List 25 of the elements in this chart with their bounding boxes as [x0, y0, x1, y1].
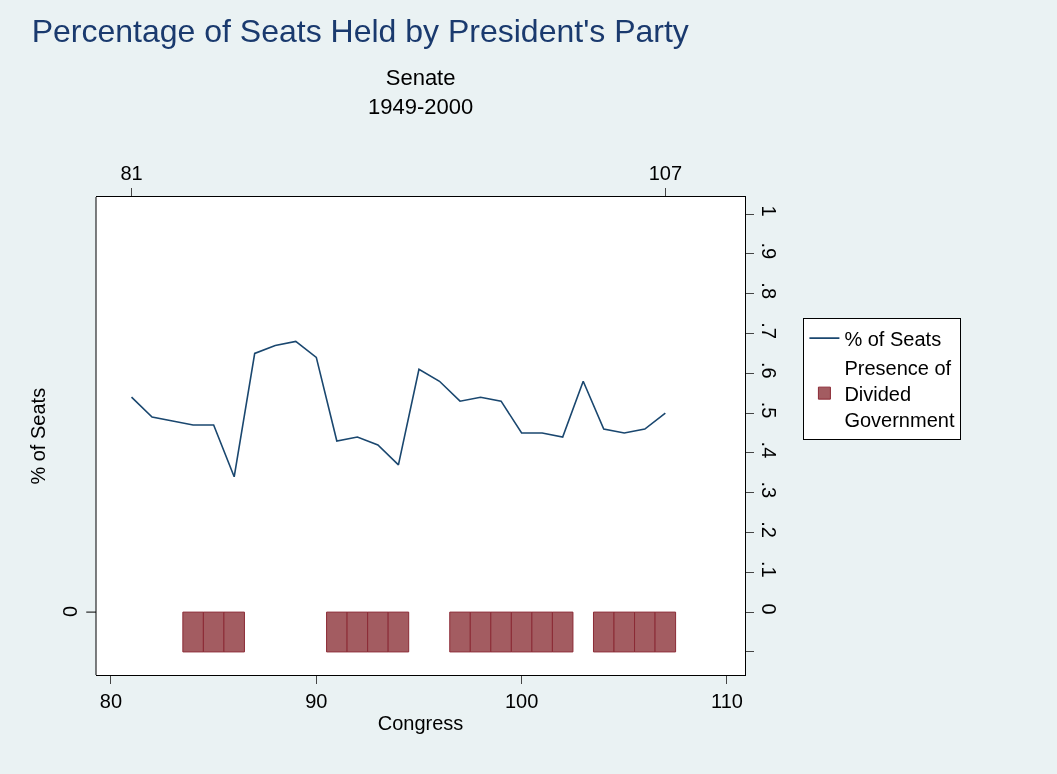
- legend-label: % of Seats: [844, 327, 942, 350]
- y-axis-title: % of Seats: [26, 387, 49, 485]
- x-tick-label: 80: [99, 690, 123, 712]
- y-tick-label: .9: [758, 242, 780, 260]
- y-tick-label: .6: [758, 361, 780, 379]
- chart-subtitle: Senate 1949-2000: [368, 65, 474, 119]
- y-tick-label: .7: [758, 322, 780, 339]
- y-tick-label: .5: [758, 401, 780, 419]
- line-series: [130, 340, 667, 478]
- x-axis-title: Congress: [377, 711, 464, 734]
- x-tick-label: 100: [504, 690, 539, 712]
- chart-title: Percentage of Seats Held by President's Party: [31, 12, 689, 49]
- text: 0: [58, 605, 81, 618]
- y-tick-label: .3: [758, 481, 780, 499]
- y-tick-label: 1: [758, 205, 780, 217]
- x-tick-label: 90: [305, 690, 328, 712]
- x2-tick-label: 107: [648, 162, 683, 184]
- legend-label: Presence of Divided Government: [844, 356, 955, 431]
- y-tick-label: 0: [758, 603, 780, 615]
- y-tick-label: .1: [758, 560, 780, 578]
- x2-tick-label: 81: [120, 162, 143, 184]
- y-tick-label: .4: [758, 441, 780, 459]
- y-tick-label: .8: [758, 282, 780, 300]
- x-tick-label: 110: [710, 690, 743, 712]
- y-tick-label: .2: [758, 521, 780, 538]
